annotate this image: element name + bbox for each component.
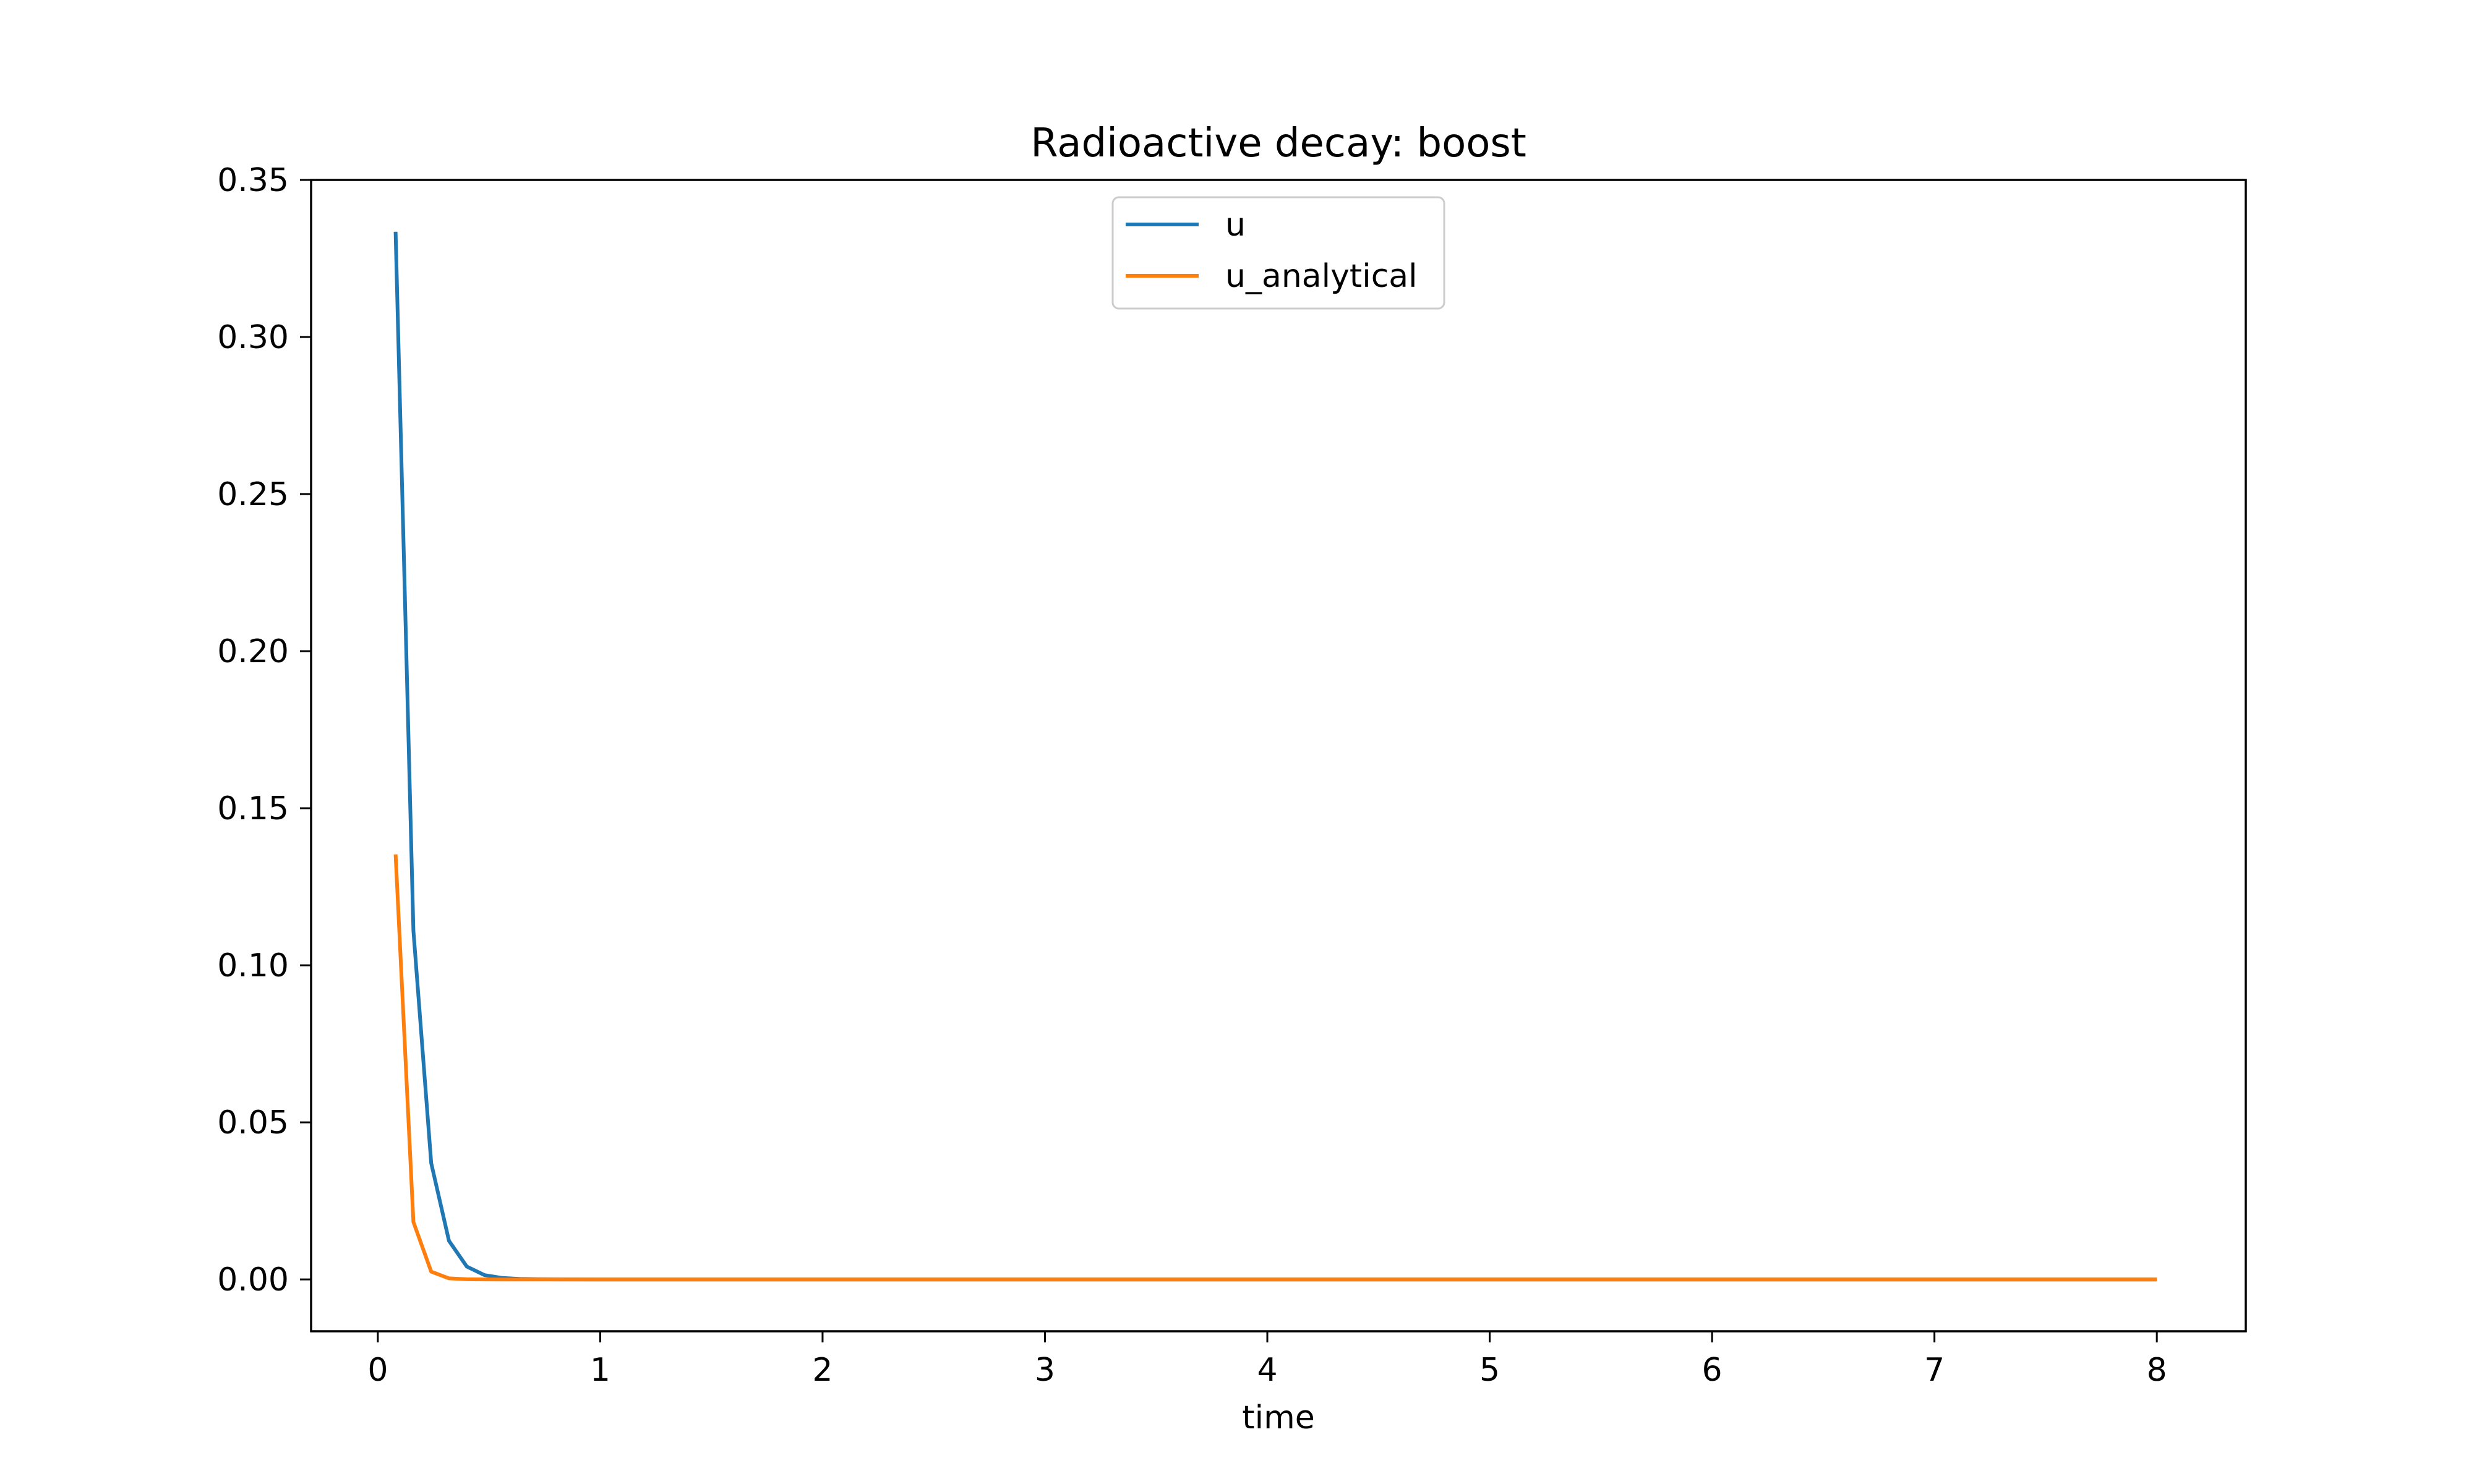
- series-line-u-analytical: [393, 854, 2157, 1282]
- x-tick-label: 2: [812, 1352, 833, 1389]
- chart-title: Radioactive decay: boost: [1030, 121, 1526, 166]
- x-tick-label: 3: [1035, 1352, 1055, 1389]
- plot-lines: [393, 231, 2157, 1282]
- x-tick-label: 5: [1479, 1352, 1500, 1389]
- x-tick-label: 4: [1257, 1352, 1277, 1389]
- x-axis-label: time: [1242, 1399, 1314, 1436]
- y-tick-label: 0.35: [217, 162, 289, 199]
- x-tick-label: 6: [1702, 1352, 1723, 1389]
- y-tick-label: 0.00: [217, 1261, 289, 1298]
- legend: u u_analytical: [1111, 196, 1445, 310]
- y-tick-label: 0.10: [217, 947, 289, 984]
- x-tick-label: 7: [1924, 1352, 1945, 1389]
- y-tick-label: 0.15: [217, 790, 289, 827]
- legend-label-u-analytical: u_analytical: [1225, 258, 1418, 295]
- x-axis-ticks: 0 1 2 3 4 5 6 7 8: [367, 1331, 2167, 1389]
- x-tick-label: 8: [2147, 1352, 2167, 1389]
- legend-label-u: u: [1225, 207, 1246, 244]
- x-tick-label: 0: [367, 1352, 388, 1389]
- y-tick-label: 0.30: [217, 319, 289, 356]
- y-axis-ticks: 0.00 0.05 0.10 0.15 0.20 0.25 0.30 0.35: [217, 162, 311, 1298]
- x-tick-label: 1: [590, 1352, 610, 1389]
- plot-frame: [310, 179, 2247, 1333]
- y-tick-label: 0.20: [217, 633, 289, 670]
- y-tick-label: 0.25: [217, 476, 289, 513]
- y-tick-label: 0.05: [217, 1104, 289, 1141]
